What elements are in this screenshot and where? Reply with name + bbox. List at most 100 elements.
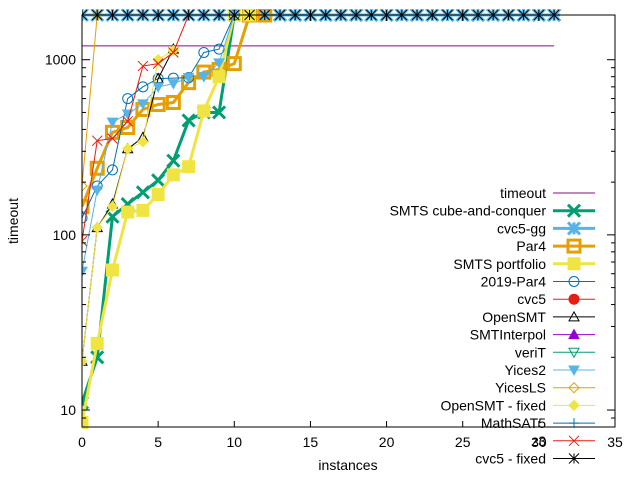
legend-label: YicesLS <box>495 380 546 396</box>
legend-label: SMTS portfolio <box>453 256 546 272</box>
data-point-filled-diamond <box>121 143 134 155</box>
series-line <box>82 13 265 208</box>
x-tick-label: 10 <box>226 434 242 450</box>
data-point-x <box>122 115 134 127</box>
data-point-filled-diamond <box>106 200 119 213</box>
data-point-x <box>566 203 582 218</box>
legend-label: SMTS cube-and-conquer <box>390 203 547 219</box>
data-point-filled-diamond <box>137 136 149 148</box>
series-10 <box>82 10 241 278</box>
data-point-filled-square <box>567 257 581 271</box>
data-point-circle <box>82 212 88 224</box>
data-point-circle <box>568 276 580 287</box>
data-point-filled-triangle-down <box>137 99 149 110</box>
legend-label: Par4 <box>516 238 546 254</box>
data-point-filled-square <box>136 203 150 217</box>
data-point-filled-triangle-down <box>167 79 180 90</box>
x-tick-label: 25 <box>455 434 471 450</box>
data-point-filled-diamond <box>82 355 88 367</box>
data-point-star <box>568 453 580 464</box>
legend-label: OpenSMT <box>482 309 546 325</box>
legend-label: timeout <box>500 185 546 201</box>
data-point-x <box>91 135 103 147</box>
y-axis-label: timeout <box>5 198 21 244</box>
data-point-filled-square <box>166 168 180 182</box>
data-point-filled-triangle-down <box>91 185 104 197</box>
data-point-diamond <box>82 180 88 192</box>
data-point-x <box>151 173 166 188</box>
legend-label: Yices2 <box>504 362 546 378</box>
data-point-x <box>135 185 150 200</box>
data-point-filled-square <box>121 205 135 219</box>
x-tick-label: 15 <box>303 434 319 450</box>
x-tick-label: 35 <box>607 434 623 450</box>
legend-label: 2019-Par4 <box>481 274 547 290</box>
data-point-filled-triangle <box>568 328 580 340</box>
x-tick-label: 30 <box>531 434 547 450</box>
data-point-square <box>150 97 166 113</box>
data-point-circle <box>137 81 149 93</box>
data-point-x <box>107 133 118 144</box>
data-point-filled-triangle-down <box>213 58 225 69</box>
data-point-filled-square <box>182 160 196 174</box>
legend-label: veriT <box>515 344 547 360</box>
series-line <box>82 14 235 272</box>
series-3 <box>82 9 273 215</box>
data-point-square <box>566 238 582 254</box>
x-axis-label: instances <box>318 457 377 473</box>
data-point-filled-diamond <box>167 44 180 57</box>
data-point-triangle-down <box>568 347 580 359</box>
data-point-filled-square <box>197 104 211 118</box>
data-point-filled-triangle-down <box>106 117 119 129</box>
x-tick-label: 20 <box>379 434 395 450</box>
legend-label: MathSAT5 <box>481 415 546 431</box>
data-point-star <box>566 221 582 236</box>
data-point-triangle <box>568 310 580 322</box>
legend-label: cvc5 <box>517 291 546 307</box>
data-point-filled-square <box>105 263 119 277</box>
plot-frame <box>81 14 616 428</box>
x-tick-label: 0 <box>78 434 86 450</box>
data-point-filled-diamond <box>91 221 103 234</box>
y-tick-label: 1000 <box>45 52 76 68</box>
y-tick-label: 100 <box>53 227 77 243</box>
data-point-plus <box>569 418 579 429</box>
data-point-circle <box>106 164 118 176</box>
data-point-filled-diamond <box>568 399 580 412</box>
data-point-filled-square <box>90 336 104 350</box>
legend-label: OpenSMT - fixed <box>440 397 546 413</box>
series-line <box>82 13 250 423</box>
data-point-square <box>89 160 105 176</box>
data-point-x <box>137 60 149 72</box>
data-point-square <box>165 94 181 110</box>
data-point-circle <box>198 46 210 58</box>
data-point-filled-triangle-down <box>152 82 164 93</box>
data-point-square <box>82 199 90 215</box>
series-4 <box>82 9 257 429</box>
data-point-filled-diamond <box>152 54 164 66</box>
data-point-circle <box>213 43 225 55</box>
axes-group: 0 5 10 15 20 25 30 35 10 100 1000 <box>45 15 623 450</box>
data-point-filled-circle <box>568 293 580 305</box>
data-point-filled-square <box>151 188 165 202</box>
data-point-x <box>152 58 164 69</box>
x-tick-label: 5 <box>154 434 162 450</box>
data-point-filled-triangle-down <box>182 73 195 84</box>
data-point-filled-square <box>212 70 226 84</box>
data-point-filled-square <box>82 415 89 429</box>
legend-label: SMTInterpol <box>470 327 546 343</box>
data-point-x <box>82 235 88 247</box>
legend-label: cvc5-gg <box>497 220 546 236</box>
data-point-diamond <box>568 381 580 394</box>
y-tick-label: 10 <box>60 402 76 418</box>
data-point-filled-triangle-down <box>197 72 210 83</box>
data-point-x <box>166 153 181 168</box>
legend-label: z3 <box>531 433 546 449</box>
legend-label: cvc5 - fixed <box>475 451 546 467</box>
data-point-x <box>168 47 179 58</box>
series-line <box>82 14 98 187</box>
data-point-x <box>568 435 580 447</box>
data-point-x <box>211 105 227 120</box>
